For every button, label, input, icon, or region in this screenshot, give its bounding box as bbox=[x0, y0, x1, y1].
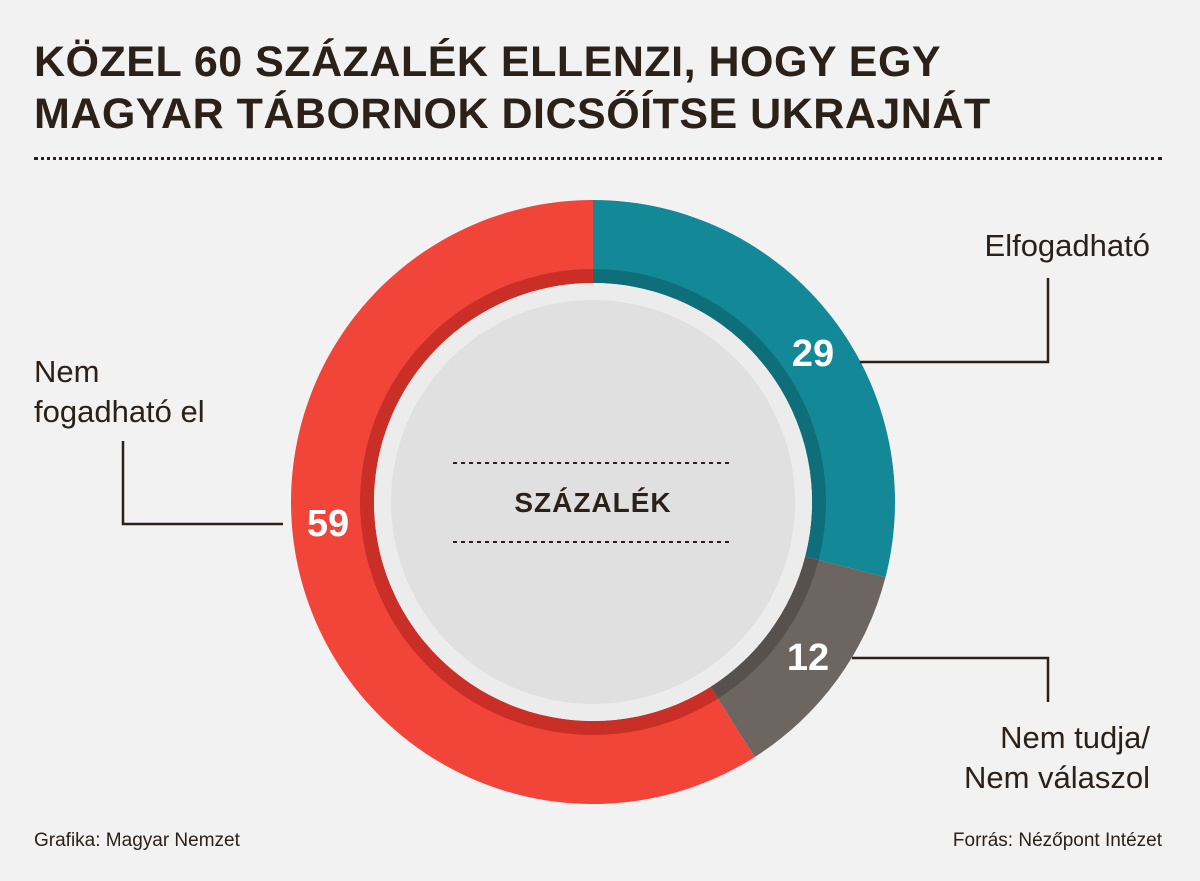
legend-label-nem-fogadhato-el: Nem fogadható el bbox=[34, 352, 205, 432]
label-elfogadhato-text: Elfogadható bbox=[984, 228, 1150, 263]
center-label: SZÁZALÉK bbox=[514, 487, 671, 518]
slice-shade-dk bbox=[710, 556, 819, 699]
title-divider bbox=[34, 157, 1162, 160]
title-line-1: KÖZEL 60 SZÁZALÉK ELLENZI, HOGY EGY bbox=[34, 38, 942, 86]
title-line-2: MAGYAR TÁBORNOK DICSŐÍTSE UKRAJNÁT bbox=[34, 90, 991, 138]
value-label-elfogadhato: 29 bbox=[792, 333, 834, 375]
leader-nem-tudja bbox=[852, 656, 1050, 702]
slice-dk bbox=[717, 559, 886, 757]
legend-label-elfogadhato: Elfogadható bbox=[985, 226, 1150, 266]
slice-yes bbox=[593, 200, 895, 578]
leader-nem-fogadhato-el bbox=[121, 441, 283, 526]
label-nem-tudja-line2: Nem válaszol bbox=[963, 760, 1150, 795]
value-label-nem-fogadhato-el: 59 bbox=[307, 503, 349, 545]
slice-no bbox=[291, 200, 755, 804]
footer-source: Forrás: Nézőpont Intézet bbox=[952, 830, 1162, 851]
legend-label-nem-tudja: Nem tudja/ Nem válaszol bbox=[964, 718, 1150, 798]
label-nem-fogadhato-line2: fogadható el bbox=[34, 394, 205, 429]
value-label-nem-tudja: 12 bbox=[787, 637, 829, 679]
outer-ring bbox=[291, 200, 895, 804]
inner-ring-shade bbox=[360, 269, 826, 735]
label-nem-tudja-line1: Nem tudja/ bbox=[1000, 720, 1150, 755]
center-disc bbox=[391, 300, 795, 704]
footer-credit: Grafika: Magyar Nemzet bbox=[34, 830, 240, 851]
label-nem-fogadhato-line1: Nem bbox=[34, 354, 100, 389]
leader-elfogadhato bbox=[860, 278, 1050, 364]
chart-title: KÖZEL 60 SZÁZALÉK ELLENZI, HOGY EGY MAGY… bbox=[34, 36, 1174, 140]
